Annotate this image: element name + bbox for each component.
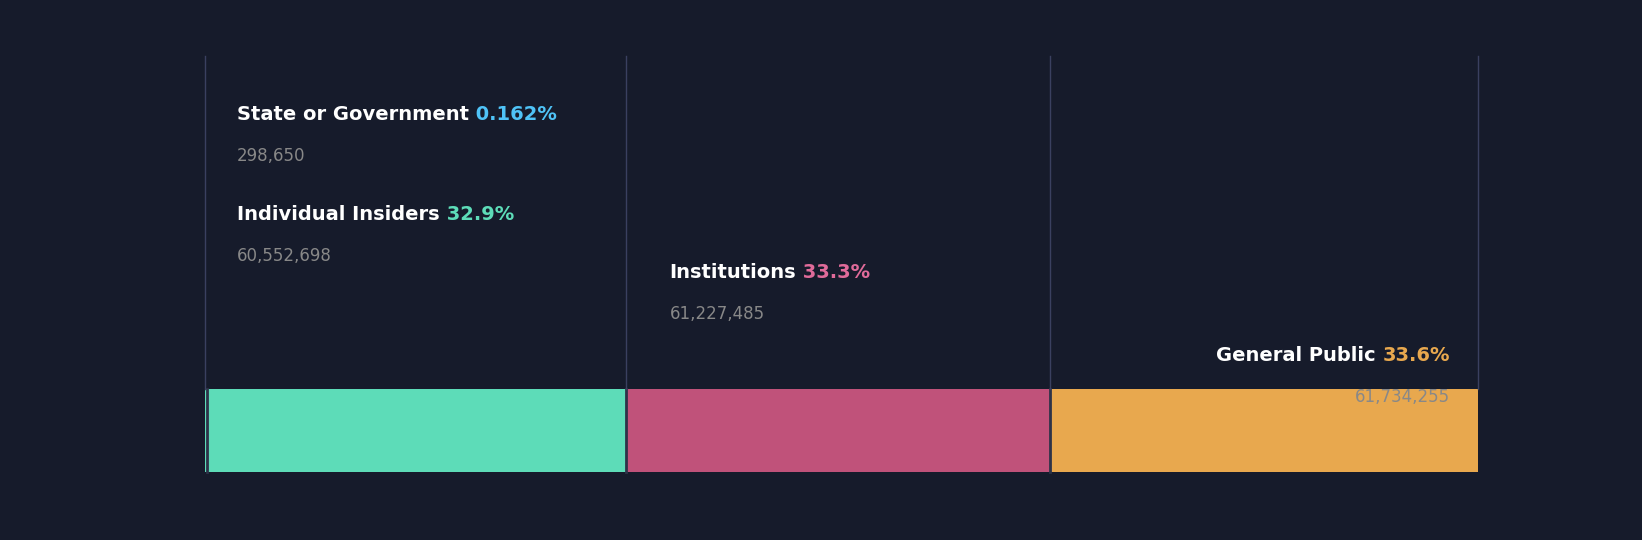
Text: 33.3%: 33.3% [796, 263, 870, 282]
Bar [626, 389, 1051, 472]
Text: 33.6%: 33.6% [1383, 346, 1450, 366]
Text: State or Government: State or Government [236, 105, 470, 124]
Text: 298,650: 298,650 [236, 147, 305, 165]
Text: 61,734,255: 61,734,255 [1355, 388, 1450, 407]
Text: Institutions: Institutions [670, 263, 796, 282]
Bar [205, 389, 207, 472]
Text: Individual Insiders: Individual Insiders [236, 205, 440, 224]
Bar [207, 389, 626, 472]
Text: 32.9%: 32.9% [440, 205, 514, 224]
Text: 0.162%: 0.162% [470, 105, 557, 124]
Text: 60,552,698: 60,552,698 [236, 247, 332, 265]
Bar [1051, 389, 1478, 472]
Text: General Public: General Public [1217, 346, 1383, 366]
Text: 61,227,485: 61,227,485 [670, 305, 765, 323]
